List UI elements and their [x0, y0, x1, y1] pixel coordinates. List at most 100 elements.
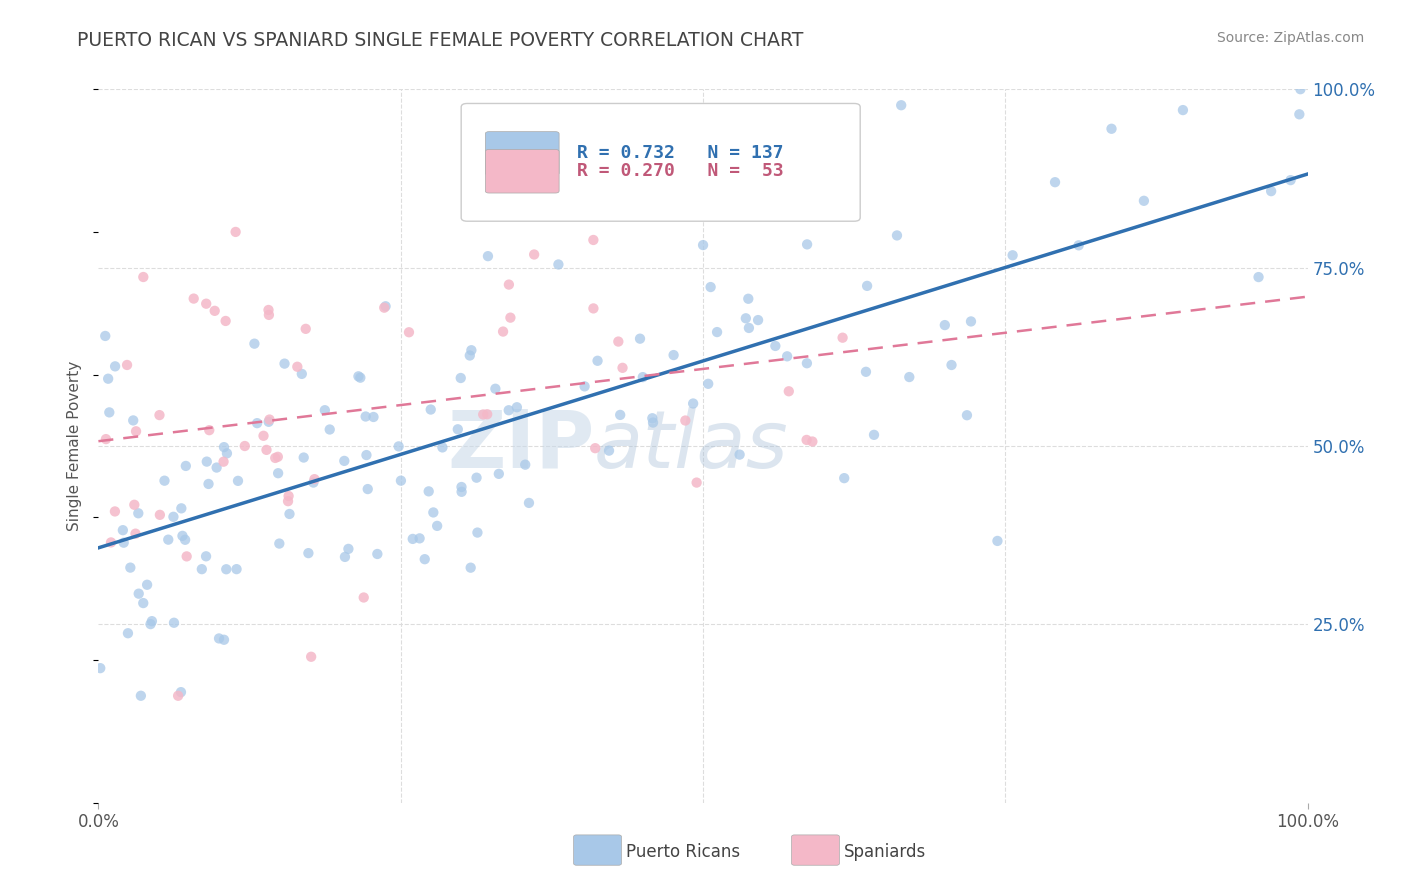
Point: [697, 376, 720, 391]
Point: [195, 296, 218, 310]
Point: [432, 441, 454, 455]
Point: [488, 467, 510, 481]
Point: [294, 322, 316, 336]
Point: [299, 649, 322, 664]
FancyBboxPatch shape: [485, 132, 560, 175]
Point: [389, 474, 412, 488]
Point: [517, 496, 540, 510]
Point: [357, 482, 380, 496]
Point: [941, 358, 963, 372]
Text: ZIP: ZIP: [447, 407, 595, 485]
Point: [582, 301, 605, 316]
Text: Puerto Ricans: Puerto Ricans: [626, 843, 740, 861]
Point: [195, 549, 218, 564]
Point: [1288, 107, 1310, 121]
Point: [212, 632, 235, 647]
Point: [304, 472, 326, 486]
Point: [523, 247, 546, 261]
Point: [246, 416, 269, 430]
Point: [264, 450, 287, 465]
Point: [776, 349, 799, 363]
Point: [498, 277, 520, 292]
Text: R = 0.732   N = 137: R = 0.732 N = 137: [578, 145, 785, 162]
Point: [855, 365, 877, 379]
Point: [252, 429, 274, 443]
Point: [215, 446, 238, 460]
Point: [422, 505, 444, 519]
Point: [398, 325, 420, 339]
Point: [960, 314, 983, 328]
Point: [515, 458, 537, 472]
Point: [890, 98, 912, 112]
Y-axis label: Single Female Poverty: Single Female Poverty: [67, 361, 83, 531]
Point: [1001, 248, 1024, 262]
Point: [139, 617, 162, 632]
Point: [259, 412, 281, 426]
Point: [956, 409, 979, 423]
Point: [233, 439, 256, 453]
Point: [1133, 194, 1156, 208]
Point: [125, 424, 148, 438]
Point: [1289, 82, 1312, 96]
Point: [302, 475, 325, 490]
Text: R = 0.270   N =  53: R = 0.270 N = 53: [578, 162, 785, 180]
Point: [153, 474, 176, 488]
Point: [226, 474, 249, 488]
Point: [692, 238, 714, 252]
Point: [450, 371, 472, 385]
Point: [886, 228, 908, 243]
Point: [212, 455, 235, 469]
Point: [641, 416, 664, 430]
Point: [408, 532, 430, 546]
Point: [641, 411, 664, 425]
Point: [499, 310, 522, 325]
Point: [598, 443, 620, 458]
Point: [256, 442, 278, 457]
Point: [127, 506, 149, 520]
Point: [148, 408, 170, 422]
Point: [685, 475, 707, 490]
Point: [607, 334, 630, 349]
FancyBboxPatch shape: [485, 150, 560, 193]
Point: [89, 661, 111, 675]
Point: [128, 587, 150, 601]
Point: [465, 471, 488, 485]
Point: [257, 415, 280, 429]
Point: [149, 508, 172, 522]
Point: [162, 509, 184, 524]
Point: [547, 257, 569, 271]
Point: [257, 308, 280, 322]
Point: [285, 359, 308, 374]
Point: [413, 552, 436, 566]
Point: [498, 403, 520, 417]
Point: [1067, 238, 1090, 252]
Point: [132, 270, 155, 285]
Point: [484, 382, 506, 396]
Point: [205, 460, 228, 475]
Point: [297, 546, 319, 560]
Point: [269, 536, 291, 550]
Point: [801, 434, 824, 449]
Point: [132, 596, 155, 610]
Point: [460, 560, 482, 574]
Point: [366, 547, 388, 561]
Point: [631, 370, 654, 384]
Point: [747, 313, 769, 327]
Point: [267, 450, 290, 464]
Point: [225, 225, 247, 239]
Point: [214, 314, 236, 328]
Point: [120, 560, 142, 574]
Point: [337, 541, 360, 556]
Point: [506, 401, 529, 415]
Point: [163, 615, 186, 630]
Point: [349, 370, 371, 384]
Point: [583, 441, 606, 455]
Point: [354, 409, 377, 424]
Point: [796, 356, 818, 370]
Point: [460, 343, 482, 358]
Point: [450, 480, 472, 494]
FancyBboxPatch shape: [461, 103, 860, 221]
Point: [450, 484, 472, 499]
Point: [353, 591, 375, 605]
Point: [195, 455, 218, 469]
